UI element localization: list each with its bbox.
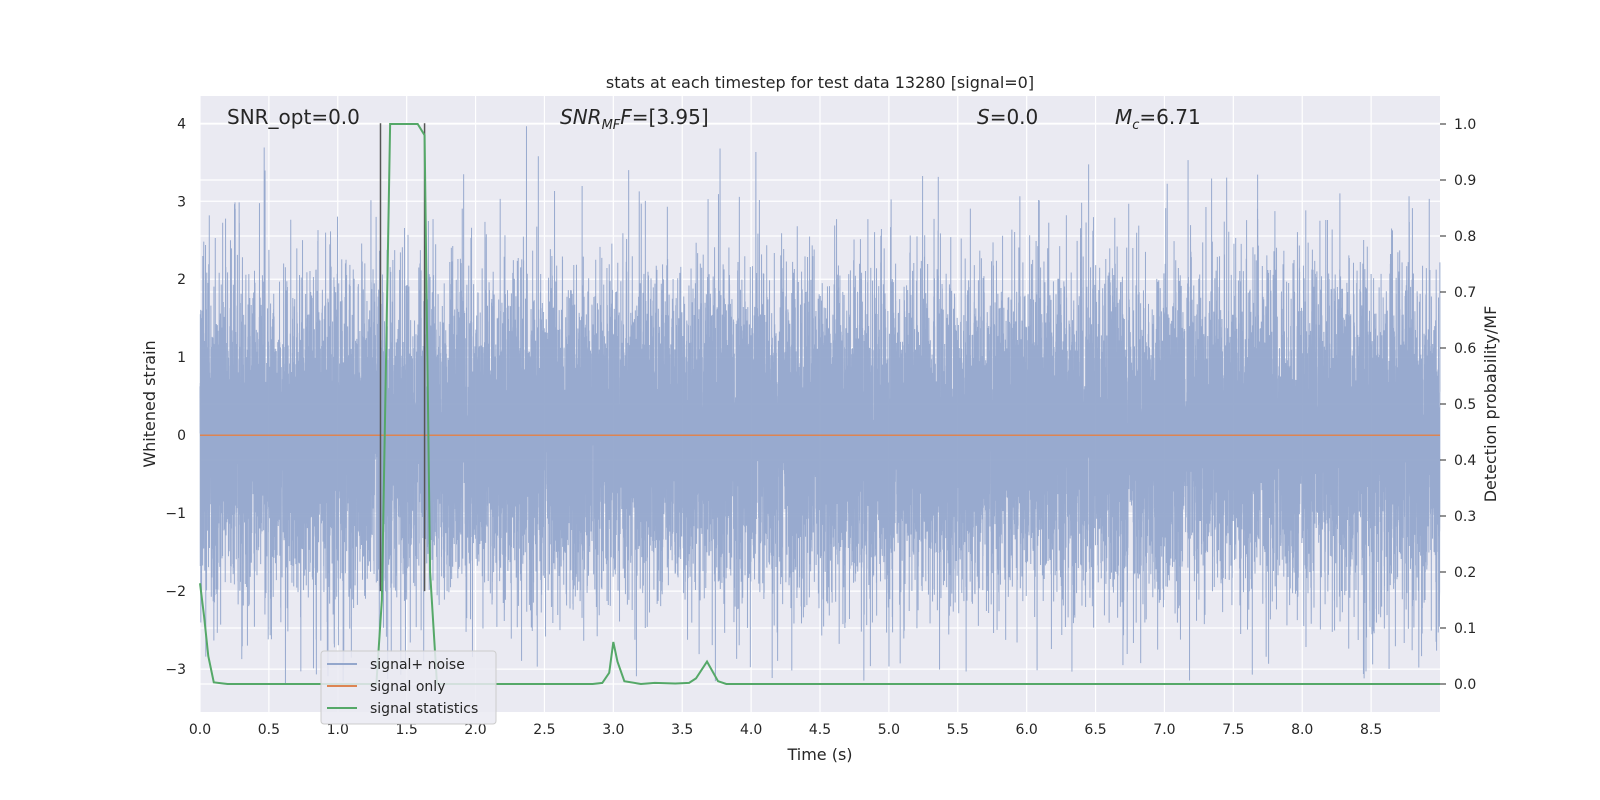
x-tick-label: 2.0 [464,722,486,738]
annotation-mc-value: =6.71 [1139,105,1200,129]
annotation-snr-mf-main: SNR [560,105,602,129]
x-tick-label: 1.5 [396,722,418,738]
x-axis-ticks: 0.0 0.5 1.0 1.5 2.0 2.5 3.0 3.5 4.0 4.5 5.0 5.5 6.0 6… [189,722,1382,738]
annotation-mc-sub: c [1132,118,1139,133]
annotation-s-main: S [977,105,990,129]
series-signal-statistics [199,123,1440,686]
legend-box [320,650,497,725]
y-tick-label-right: 0.7 [1454,285,1476,301]
annotation-mc-main: M [1115,105,1132,129]
chart-title: stats at each timestep for test data 132… [606,73,1034,92]
annotation-snr-mf-value: =[3.95] [632,105,709,129]
x-tick-label: 0.5 [258,722,280,738]
x-tick-label: 8.0 [1291,722,1313,738]
y-axis-ticks-right: 0.0 0.1 0.2 0.3 0.4 0.5 0.6 0.7 0.8 0.9 1.0 [1440,117,1476,693]
x-tick-label: 6.0 [1016,722,1038,738]
y-axis-ticks-left: −3 −2 −1 0 1 2 3 4 [165,116,186,678]
y-tick-label-right: 0.5 [1454,397,1476,413]
y-tick-label: 3 [177,194,186,210]
x-tick-label: 7.5 [1222,722,1244,738]
annotation-s-value: =0.0 [990,105,1039,129]
y-tick-label: 1 [177,350,186,366]
x-tick-label: 4.5 [809,722,831,738]
y-tick-label-right: 0.8 [1454,229,1476,245]
y-tick-label: 0 [177,428,186,444]
x-tick-label: 2.5 [533,722,555,738]
x-tick-label: 6.5 [1084,722,1106,738]
x-tick-label: 3.0 [602,722,624,738]
y-tick-label-right: 0.4 [1454,453,1476,469]
line-signal-statistics [199,123,1440,686]
series-signal-noise [199,126,1441,684]
y-tick-label: 2 [177,272,186,288]
legend-label-signal-noise: signal+ noise [370,657,465,673]
legend-label-signal-statistics: signal statistics [370,701,478,717]
y-tick-label-right: 0.9 [1454,173,1476,189]
y-axis-label: Whitened strain [140,340,159,467]
y-tick-label: −2 [165,584,186,600]
legend: signal+ noise signal only signal statist… [320,650,497,725]
y-tick-label-right: 1.0 [1454,117,1476,133]
y-tick-label-right: 0.2 [1454,565,1476,581]
legend-label-signal-only: signal only [370,679,445,695]
x-tick-label: 3.5 [671,722,693,738]
y-tick-label-right: 0.0 [1454,677,1476,693]
x-tick-label: 4.0 [740,722,762,738]
y-tick-label-right: 0.3 [1454,509,1476,525]
x-tick-label: 1.0 [327,722,349,738]
annotation-mc: Mc=6.71 [1115,105,1201,133]
y-tick-label: −3 [165,662,186,678]
x-tick-label: 0.0 [189,722,211,738]
y-tick-label: 4 [177,116,186,132]
x-tick-label: 7.0 [1153,722,1175,738]
y-tick-label-right: 0.1 [1454,621,1476,637]
x-tick-label: 5.0 [878,722,900,738]
annotation-s: S=0.0 [977,105,1038,129]
x-tick-label: 5.5 [947,722,969,738]
annotation-snr-mf-italic-f: F [620,105,632,129]
annotation-snr-mf: SNRMFF=[3.95] [560,105,709,133]
y-tick-label-right: 0.6 [1454,341,1476,357]
annotation-snr-mf-sub: MF [602,118,621,133]
x-tick-label: 8.5 [1360,722,1382,738]
line-signal-noise [199,126,1441,684]
y-axis-label-right: Detection probability/MF [1481,306,1500,503]
x-axis-label: Time (s) [786,745,852,764]
annotation-snr-opt: SNR_opt=0.0 [227,105,360,129]
y-tick-label: −1 [165,506,186,522]
